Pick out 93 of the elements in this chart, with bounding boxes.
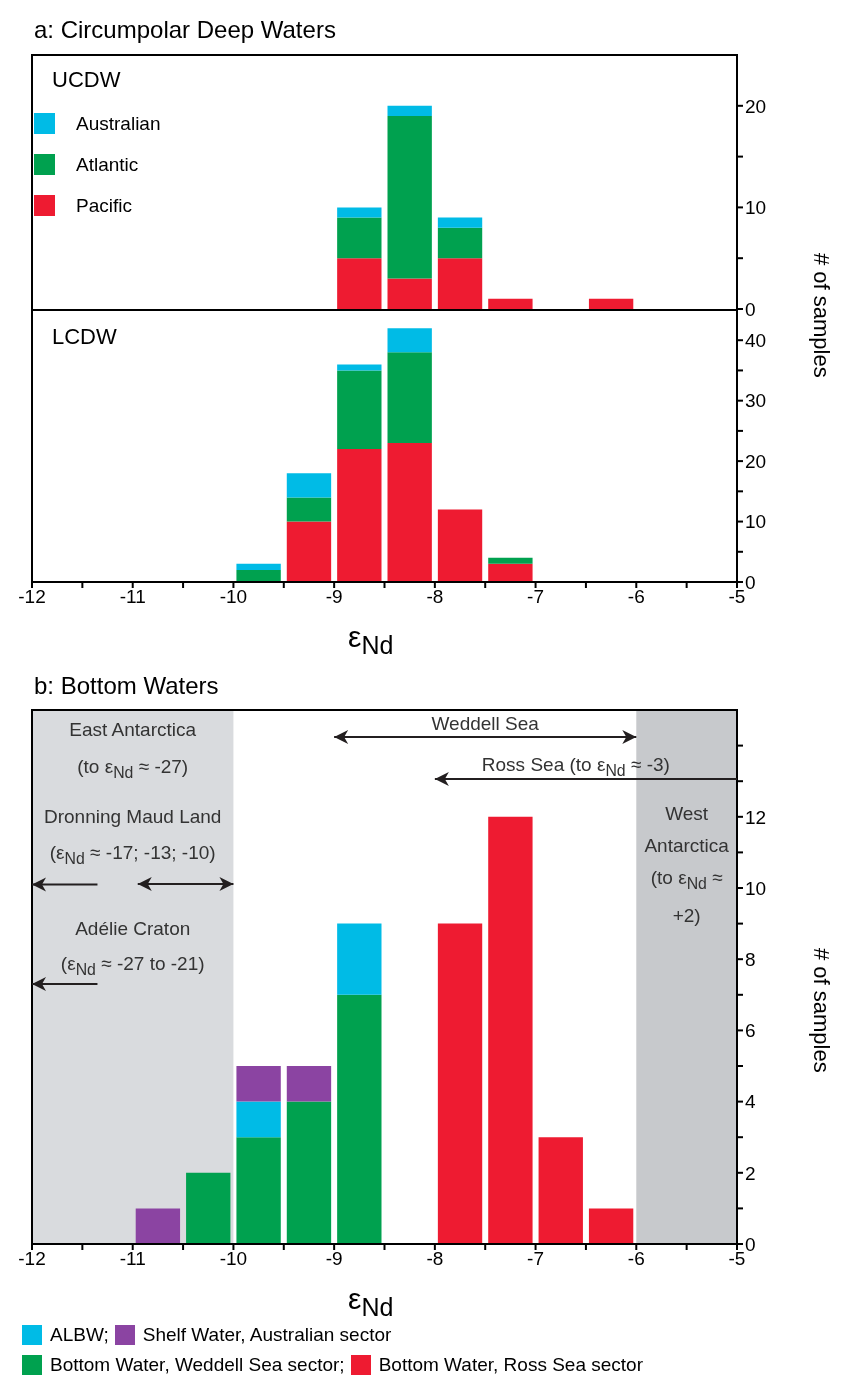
y-tick-label: 6 [745, 1020, 756, 1042]
legend-label: Bottom Water, Weddell Sea sector; [50, 1354, 345, 1376]
x-tick-label: -12 [18, 1248, 46, 1270]
annotation: Dronning Maud Land [43, 806, 222, 827]
annotation: West Antarctica (to ε$_{Nd}$ ≈ +2) [644, 803, 729, 926]
y-tick-label: 30 [745, 390, 767, 412]
x-tick-label: -6 [627, 586, 645, 608]
bar [286, 521, 332, 582]
annotation: East Antarctica [69, 719, 197, 740]
x-tick-label: -7 [527, 1248, 545, 1270]
y-tick-label: 10 [745, 511, 767, 533]
bar [437, 227, 483, 259]
x-tick-label: -7 [527, 586, 545, 608]
chart-title: b: Bottom Waters [34, 672, 219, 699]
annotation: Ross Sea (to ε$_{Nd}$ ≈ -3) [481, 754, 670, 779]
y-tick-label: 0 [745, 571, 756, 593]
bar [437, 217, 483, 228]
y-tick-label: 10 [745, 877, 767, 899]
bar [337, 217, 382, 259]
annotation: LCDW [52, 324, 117, 349]
bar [236, 1101, 281, 1138]
x-tick-label: -11 [119, 586, 146, 608]
x-tick-label: -10 [219, 1248, 248, 1270]
annotation: Adélie Craton [75, 918, 191, 939]
bar [387, 442, 432, 582]
annotation: UCDW [52, 67, 121, 92]
bar [337, 258, 382, 309]
x-axis-title: ε$_{Nd}$ [348, 620, 394, 659]
y-tick-label: 12 [745, 806, 767, 828]
bar [387, 278, 432, 309]
bar [236, 569, 281, 582]
bar [488, 816, 533, 1244]
bar [286, 473, 332, 498]
y-axis-title: # of samples [809, 947, 834, 1073]
bar [588, 1208, 634, 1244]
x-axis-title: ε$_{Nd}$ [348, 1282, 394, 1321]
y-tick-label: 4 [745, 1091, 756, 1113]
bar [286, 497, 332, 522]
bar [437, 258, 483, 309]
y-tick-label: 0 [745, 298, 756, 320]
bar [387, 328, 432, 353]
bar [437, 923, 483, 1244]
bar [387, 105, 432, 116]
x-tick-label: -8 [426, 586, 444, 608]
y-tick-label: 20 [745, 95, 767, 117]
bar [286, 1101, 332, 1244]
x-tick-label: -5 [728, 1248, 746, 1270]
bar [337, 364, 382, 371]
bar [337, 449, 382, 582]
x-tick-label: -12 [18, 586, 46, 608]
legend-label: Bottom Water, Ross Sea sector [378, 1354, 643, 1376]
bar [488, 298, 533, 309]
legend-label: Atlantic [76, 153, 139, 176]
bar [488, 557, 533, 564]
bar [286, 1066, 332, 1102]
bar [488, 563, 533, 582]
y-axis-title: # of samples [809, 252, 834, 378]
annotation: (ε$_{Nd}$ ≈ -27 to -21) [60, 953, 205, 978]
bar [135, 1208, 181, 1244]
bar [186, 1172, 231, 1244]
bar [437, 509, 483, 582]
x-tick-label: -9 [325, 1248, 343, 1270]
bar [538, 1137, 583, 1244]
y-tick-label: 40 [745, 329, 767, 351]
annotation: Weddell Sea [431, 713, 539, 734]
bar [337, 994, 382, 1244]
annotation: (ε$_{Nd}$ ≈ -17; -13; -10) [49, 842, 216, 867]
y-tick-label: 0 [745, 1233, 756, 1255]
bar [236, 1137, 281, 1244]
bar [236, 1066, 281, 1102]
x-tick-label: -9 [325, 586, 343, 608]
bar [337, 923, 382, 995]
bar [387, 352, 432, 443]
bar [337, 370, 382, 450]
x-tick-label: -6 [627, 1248, 645, 1270]
x-tick-label: -5 [728, 586, 746, 608]
legend-label: Shelf Water, Australian sector [142, 1324, 392, 1346]
y-tick-label: 10 [745, 197, 767, 219]
legend-label: Pacific [76, 194, 132, 217]
chart-title: a: Circumpolar Deep Waters [34, 16, 336, 43]
legend-label: ALBW; [50, 1324, 109, 1346]
y-tick-label: 2 [745, 1162, 756, 1184]
annotation: (to ε$_{Nd}$ ≈ -27) [77, 756, 189, 781]
y-tick-label: 8 [745, 948, 756, 970]
legend-label: Australian [76, 112, 161, 135]
bar [236, 563, 281, 570]
x-tick-label: -11 [119, 1248, 146, 1270]
x-tick-label: -8 [426, 1248, 444, 1270]
bar [387, 115, 432, 279]
bar [588, 298, 634, 309]
bar [337, 207, 382, 218]
x-tick-label: -10 [219, 586, 248, 608]
y-tick-label: 20 [745, 450, 767, 472]
